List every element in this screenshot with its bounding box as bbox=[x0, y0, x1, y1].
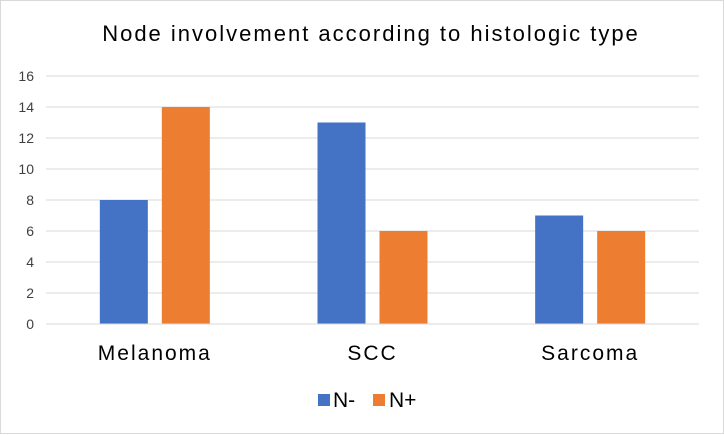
y-tick-label: 2 bbox=[26, 285, 34, 301]
y-tick-label: 4 bbox=[26, 254, 34, 270]
bar-scc-n-minus bbox=[317, 122, 366, 324]
chart-title: Node involvement according to histologic… bbox=[102, 21, 640, 46]
x-axis: Melanoma SCC Sarcoma bbox=[46, 323, 699, 365]
y-tick-label: 16 bbox=[18, 68, 34, 84]
bar-melanoma-n-plus bbox=[161, 107, 210, 324]
bar-sarcoma-n-plus bbox=[597, 231, 646, 324]
bars bbox=[99, 107, 646, 324]
bar-melanoma-n-minus bbox=[99, 200, 148, 324]
gridlines bbox=[46, 75, 699, 325]
y-tick-label: 12 bbox=[18, 130, 34, 146]
y-tick-label: 8 bbox=[26, 192, 34, 208]
y-tick-label: 0 bbox=[26, 316, 34, 332]
legend-label: N- bbox=[333, 389, 355, 412]
x-category-label: SCC bbox=[347, 342, 397, 365]
y-tick-label: 10 bbox=[18, 161, 34, 177]
y-axis: 0 2 4 6 8 10 12 14 16 bbox=[18, 68, 34, 332]
legend-swatch bbox=[373, 394, 385, 406]
legend-label: N+ bbox=[389, 389, 416, 412]
x-category-label: Melanoma bbox=[98, 342, 212, 365]
bar-scc-n-plus bbox=[379, 231, 428, 324]
y-tick-label: 14 bbox=[18, 99, 34, 115]
legend-swatch bbox=[318, 394, 330, 406]
bar-sarcoma-n-minus bbox=[535, 215, 584, 324]
y-tick-label: 6 bbox=[26, 223, 34, 239]
legend: N- N+ bbox=[318, 389, 416, 412]
x-category-label: Sarcoma bbox=[541, 342, 639, 365]
